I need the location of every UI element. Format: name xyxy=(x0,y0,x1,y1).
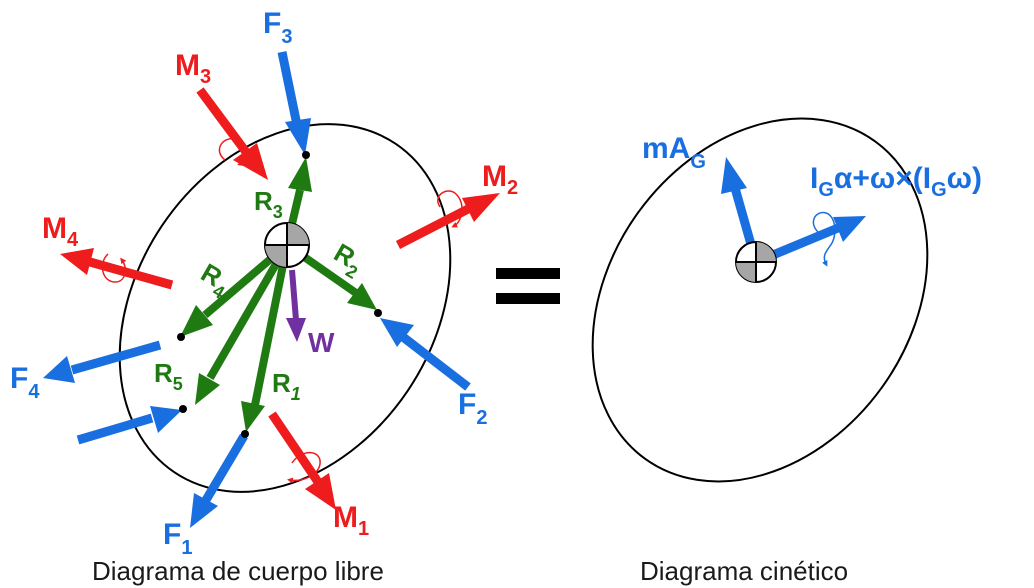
moment-rotation-marks xyxy=(101,137,463,484)
label-M1: M1 xyxy=(333,501,369,540)
equals-sign xyxy=(496,268,560,304)
label-F3: F3 xyxy=(263,7,292,48)
caption-kinetic: Diagrama cinético xyxy=(640,556,848,586)
center-of-mass-left xyxy=(264,222,310,268)
body-outline-right xyxy=(591,117,929,483)
center-of-mass-right xyxy=(735,241,777,283)
label-M2: M2 xyxy=(482,160,518,199)
caption-free-body: Diagrama de cuerpo libre xyxy=(92,556,384,586)
label-F1: F1 xyxy=(163,518,192,559)
label-mAG: mAG xyxy=(642,132,706,173)
force-arrows xyxy=(43,51,471,528)
weight-arrow xyxy=(286,269,306,342)
label-F4: F4 xyxy=(10,362,40,403)
moment-arrows xyxy=(60,87,500,510)
label-W: W xyxy=(308,327,335,358)
label-angular-momentum-rate: IGα+ω×(IGω) xyxy=(810,162,982,201)
application-points xyxy=(177,151,382,438)
label-F2: F2 xyxy=(458,388,487,429)
label-R1: R1 xyxy=(272,368,301,404)
label-M3: M3 xyxy=(175,49,211,88)
label-M4: M4 xyxy=(42,212,79,251)
body-outline-left xyxy=(118,123,452,493)
label-R5: R5 xyxy=(154,358,183,394)
label-R3: R3 xyxy=(254,186,283,222)
